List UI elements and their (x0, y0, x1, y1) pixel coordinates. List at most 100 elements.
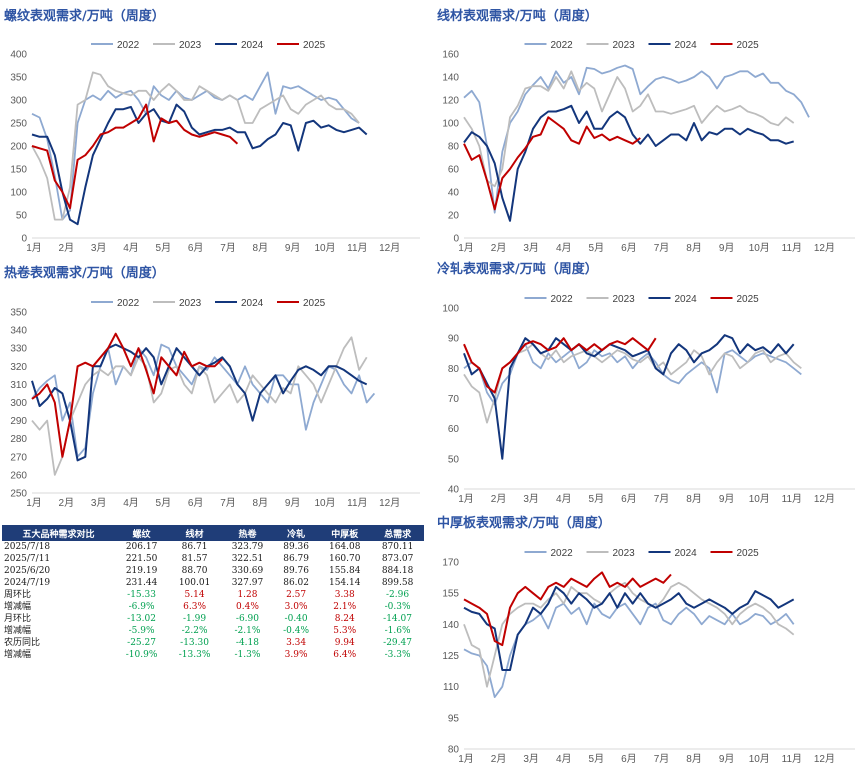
table-cell: 8.24 (334, 614, 355, 624)
y-tick-label: 70 (448, 394, 460, 405)
legend-label-2022: 2022 (117, 40, 140, 51)
table-header-cell: 五大品种需求对比 (2, 525, 116, 541)
table-cell: 89.76 (283, 566, 309, 576)
y-tick-label: 170 (442, 558, 459, 569)
demand-comparison-table: 五大品种需求对比 螺纹 线材 热卷 冷轧 中厚板 总需求 2025/7/18 20… (2, 525, 424, 661)
table-cell: -0.40 (284, 614, 308, 624)
legend-label-2023: 2023 (179, 40, 202, 51)
series-line-2025 (31, 332, 223, 458)
table-row: 增减幅 -5.9% -2.2% -2.1% -0.4% 5.3% -1.6% (2, 625, 424, 637)
series-line-2023 (31, 336, 368, 476)
x-tick-label: 6月 (188, 497, 204, 509)
x-tick-label: 12月 (814, 242, 835, 254)
wire-chart-title: 线材表观需求/万吨（周度） (437, 9, 598, 24)
table-body: 2025/7/18 206.17 86.71 323.79 89.36 164.08 870… (2, 541, 424, 661)
table-cell: -3.3% (384, 650, 411, 660)
table-cell: 231.44 (125, 578, 158, 588)
x-tick-label: 10月 (749, 753, 770, 765)
x-tick-label: 3月 (523, 242, 539, 254)
y-tick-label: 280 (10, 434, 27, 445)
y-tick-label: 20 (448, 211, 460, 222)
table-cell: 88.70 (181, 566, 208, 576)
y-tick-label: 350 (10, 73, 27, 84)
x-tick-label: 12月 (379, 242, 400, 254)
table-cell: -4.18 (235, 638, 259, 648)
table-cell: -0.4% (283, 626, 310, 636)
table-cell: 870.11 (381, 542, 414, 552)
table-cell: -10.9% (125, 650, 158, 660)
table-row: 增减幅 -10.9% -13.3% -1.3% 3.9% 6.4% -3.3% (2, 649, 424, 661)
x-tick-label: 11月 (782, 242, 802, 254)
legend-label-2024: 2024 (675, 40, 698, 51)
x-tick-label: 1月 (458, 753, 474, 765)
legend-label-2022: 2022 (551, 40, 574, 51)
table-cell: 154.14 (328, 578, 361, 588)
x-tick-label: 2月 (491, 242, 507, 254)
table-cell: 327.97 (231, 578, 264, 588)
x-tick-label: 8月 (686, 242, 702, 254)
table-header-cell: 螺纹 (115, 525, 169, 541)
x-tick-label: 4月 (556, 242, 572, 254)
legend-label-2025: 2025 (303, 40, 326, 51)
x-tick-label: 11月 (782, 493, 802, 505)
series-line-2023 (463, 581, 795, 688)
legend-label-2023: 2023 (179, 298, 202, 309)
series-line-2025 (31, 103, 239, 210)
x-tick-label: 4月 (556, 493, 572, 505)
x-tick-label: 5月 (589, 242, 605, 254)
x-tick-label: 8月 (686, 493, 702, 505)
legend-label-2024: 2024 (675, 294, 698, 305)
y-tick-label: 300 (10, 96, 27, 107)
table-cell: 3.0% (284, 602, 308, 612)
legend-label-2022: 2022 (117, 298, 140, 309)
y-tick-label: 60 (448, 165, 460, 176)
x-tick-label: 3月 (91, 242, 107, 254)
y-tick-label: 310 (10, 380, 27, 391)
y-tick-label: 40 (448, 188, 460, 199)
table-cell: 86.71 (181, 542, 208, 552)
table-cell: -0.3% (384, 602, 411, 612)
table-header-cell: 线材 (168, 525, 222, 541)
table-cell: 323.79 (231, 542, 264, 552)
y-tick-label: 60 (448, 424, 460, 435)
series-line-2024 (31, 103, 368, 226)
table-row: 2025/7/18 206.17 86.71 323.79 89.36 164.08 870… (2, 541, 424, 553)
x-tick-label: 3月 (91, 497, 107, 509)
hrc-demand-chart: 250 260 270 280 290 300 310 320 330 340 350 1月 2月 3月 4… (10, 298, 420, 509)
y-tick-label: 50 (448, 454, 460, 465)
table-cell: -25.27 (127, 638, 156, 648)
y-tick-label: 50 (16, 211, 28, 222)
y-tick-label: 320 (10, 362, 27, 373)
table-cell: 155.84 (328, 566, 361, 576)
series-line-2024 (463, 334, 795, 460)
legend-label-2025: 2025 (737, 40, 760, 51)
legend-label-2023: 2023 (613, 294, 636, 305)
y-tick-label: 110 (443, 682, 459, 693)
series-line-2024 (463, 585, 795, 671)
x-tick-label: 2月 (59, 497, 75, 509)
table-cell: 2.57 (286, 590, 307, 600)
x-tick-label: 5月 (156, 497, 172, 509)
crc-chart-title: 冷轧表观需求/万吨（周度） (437, 262, 598, 277)
x-tick-label: 2月 (491, 493, 507, 505)
table-row-label: 农历同比 (4, 638, 41, 648)
x-tick-label: 11月 (347, 242, 367, 254)
table-cell: 5.14 (184, 590, 205, 600)
x-tick-label: 7月 (654, 753, 670, 765)
plate-demand-chart: 80 95 110 125 140 155 170 1月 2月 3月 4月 5月 6月 7月 8月 9月 10月… (442, 548, 855, 765)
table-cell: -6.90 (235, 614, 259, 624)
x-tick-label: 5月 (589, 753, 605, 765)
table-row: 2024/7/19 231.44 100.01 327.97 86.02 154.14 89… (2, 577, 424, 589)
table-row: 2025/6/20 219.19 88.70 330.69 89.76 155.84 884… (2, 565, 424, 577)
table-cell: -2.1% (234, 626, 261, 636)
table-cell: 6.3% (183, 602, 206, 612)
series-line-2023 (31, 71, 360, 221)
table-cell: 160.70 (328, 554, 361, 564)
table-cell: -2.96 (386, 590, 410, 600)
series-line-2022 (463, 64, 810, 214)
y-tick-label: 270 (10, 452, 27, 463)
table-cell: 9.94 (334, 638, 355, 648)
table-row-label: 周环比 (4, 590, 32, 600)
x-tick-label: 11月 (782, 753, 802, 765)
table-header-cell: 热卷 (221, 525, 274, 541)
